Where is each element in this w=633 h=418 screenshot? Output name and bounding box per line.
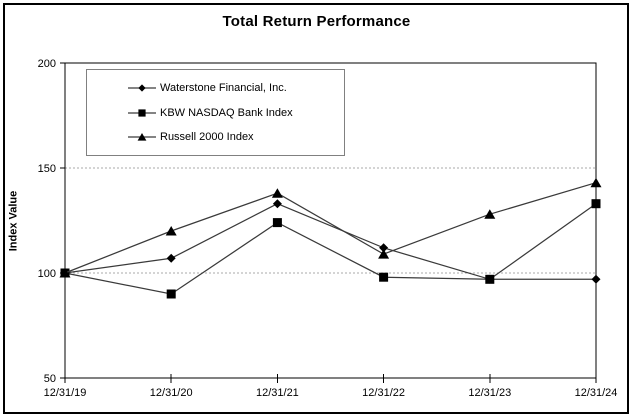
legend-item-kbw: KBW NASDAQ Bank Index: [128, 107, 344, 119]
svg-text:200: 200: [38, 58, 56, 70]
legend-label: KBW NASDAQ Bank Index: [160, 106, 293, 119]
svg-text:12/31/23: 12/31/23: [468, 387, 511, 399]
svg-text:50: 50: [44, 373, 56, 385]
square-marker-icon: [128, 108, 156, 117]
diamond-marker-icon: [128, 84, 156, 92]
svg-text:12/31/21: 12/31/21: [256, 387, 299, 399]
legend-label: Russell 2000 Index: [160, 130, 254, 143]
svg-text:150: 150: [38, 163, 56, 175]
legend-item-waterstone: Waterstone Financial, Inc.: [128, 82, 344, 94]
svg-text:12/31/20: 12/31/20: [150, 387, 193, 399]
legend: Waterstone Financial, Inc. KBW NASDAQ Ba…: [86, 69, 345, 156]
triangle-marker-icon: [128, 132, 156, 141]
svg-text:12/31/24: 12/31/24: [575, 387, 618, 399]
svg-text:12/31/22: 12/31/22: [362, 387, 405, 399]
svg-text:12/31/19: 12/31/19: [44, 387, 87, 399]
svg-text:100: 100: [38, 268, 56, 280]
legend-label: Waterstone Financial, Inc.: [160, 82, 287, 95]
legend-item-russell: Russell 2000 Index: [128, 131, 344, 143]
chart-title: Total Return Performance: [222, 13, 411, 30]
